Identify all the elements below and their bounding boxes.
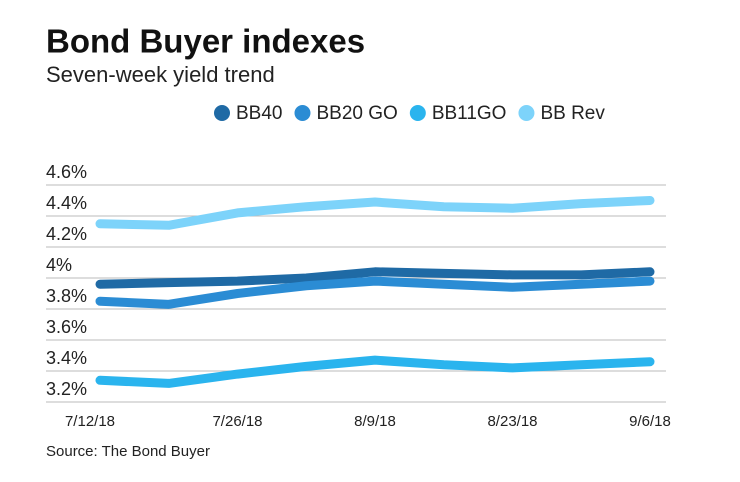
x-tick-label: 7/26/18 <box>212 413 262 430</box>
y-tick-label: 3.6% <box>46 317 87 337</box>
y-tick-label: 3.2% <box>46 379 87 399</box>
source: Source: The Bond Buyer <box>46 443 210 460</box>
y-tick-label: 4.6% <box>46 162 87 182</box>
y-tick-label: 3.8% <box>46 286 87 306</box>
series-line <box>95 267 655 289</box>
chart-title: Bond Buyer indexes <box>46 23 365 60</box>
chart-subtitle: Seven-week yield trend <box>46 62 275 87</box>
y-tick-label: 4.2% <box>46 224 87 244</box>
y-tick-label: 4% <box>46 255 72 275</box>
legend-swatch <box>409 105 426 121</box>
x-tick-label: 7/12/18 <box>65 413 115 430</box>
legend-swatch <box>214 105 230 121</box>
legend-label: BB Rev <box>540 103 605 124</box>
x-tick-label: 8/23/18 <box>487 413 537 430</box>
series-line <box>95 196 655 230</box>
x-tick-label: 8/9/18 <box>354 413 396 430</box>
y-tick-label: 3.4% <box>46 348 87 368</box>
y-tick-label: 4.4% <box>46 193 87 213</box>
x-tick-label: 9/6/18 <box>629 413 671 430</box>
legend-label: BB11GO <box>432 103 507 124</box>
series-line <box>95 355 655 388</box>
legend-swatch <box>294 105 311 121</box>
legend-swatch <box>518 105 535 121</box>
series-line <box>95 276 655 309</box>
legend-label: BB40 <box>236 103 282 124</box>
legend-label: BB20 GO <box>316 103 397 124</box>
